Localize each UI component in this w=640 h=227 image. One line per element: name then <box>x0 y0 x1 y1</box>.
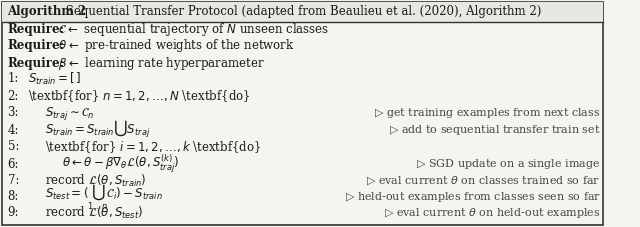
Text: $\triangleright$ SGD update on a single image: $\triangleright$ SGD update on a single … <box>417 157 601 171</box>
Text: $\triangleright$ held-out examples from classes seen so far: $\triangleright$ held-out examples from … <box>344 190 601 204</box>
Text: $\triangleright$ eval current $\theta$ on classes trained so far: $\triangleright$ eval current $\theta$ o… <box>367 175 601 187</box>
FancyBboxPatch shape <box>2 2 603 225</box>
Text: $S_{train} = [\,]$: $S_{train} = [\,]$ <box>28 71 82 87</box>
Text: 1:: 1: <box>8 72 19 86</box>
Text: $\triangleright$ get training examples from next class: $\triangleright$ get training examples f… <box>374 106 601 120</box>
Text: Require:: Require: <box>8 57 65 69</box>
Text: 7:: 7: <box>8 175 19 188</box>
Text: $\theta \leftarrow$ pre-trained weights of the network: $\theta \leftarrow$ pre-trained weights … <box>55 37 294 54</box>
Text: Sequential Transfer Protocol (adapted from Beaulieu et al. (2020), Algorithm 2): Sequential Transfer Protocol (adapted fr… <box>63 5 542 18</box>
Text: \textbf{for} $i = 1, 2, \ldots, k$ \textbf{do}: \textbf{for} $i = 1, 2, \ldots, k$ \text… <box>45 139 262 155</box>
Text: $\beta \leftarrow$ learning rate hyperparameter: $\beta \leftarrow$ learning rate hyperpa… <box>55 54 264 72</box>
Text: $\theta \leftarrow \theta - \beta \nabla_{\theta} \mathcal{L}(\theta, S^{(k)}_{t: $\theta \leftarrow \theta - \beta \nabla… <box>63 153 180 175</box>
Text: 9:: 9: <box>8 207 19 220</box>
Text: 3:: 3: <box>8 106 19 119</box>
Text: Require:: Require: <box>8 39 65 52</box>
FancyBboxPatch shape <box>2 2 603 22</box>
Text: $\triangleright$ add to sequential transfer train set: $\triangleright$ add to sequential trans… <box>389 123 601 137</box>
Text: 6:: 6: <box>8 158 19 170</box>
Text: record $\mathcal{L}(\theta, S_{train})$: record $\mathcal{L}(\theta, S_{train})$ <box>45 173 147 189</box>
Text: $\triangleright$ eval current $\theta$ on held-out examples: $\triangleright$ eval current $\theta$ o… <box>384 206 601 220</box>
Text: record $\mathcal{L}(\theta, S_{test})$: record $\mathcal{L}(\theta, S_{test})$ <box>45 205 143 221</box>
Text: Require:: Require: <box>8 22 65 35</box>
Text: $S_{traj} \sim \mathcal{C}_n$: $S_{traj} \sim \mathcal{C}_n$ <box>45 104 95 121</box>
Text: 8:: 8: <box>8 190 19 203</box>
Text: $S_{train} = S_{train} \bigcup S_{traj}$: $S_{train} = S_{train} \bigcup S_{traj}$ <box>45 119 151 141</box>
Text: $\mathcal{C} \leftarrow$ sequential trajectory of $N$ unseen classes: $\mathcal{C} \leftarrow$ sequential traj… <box>55 20 329 37</box>
Text: \textbf{for} $n = 1, 2, \ldots, N$ \textbf{do}: \textbf{for} $n = 1, 2, \ldots, N$ \text… <box>28 88 251 104</box>
Text: 4:: 4: <box>8 123 19 136</box>
Text: 5:: 5: <box>8 141 19 153</box>
Text: Algorithm 2: Algorithm 2 <box>8 5 86 18</box>
Text: 2:: 2: <box>8 89 19 103</box>
Text: $S_{test} = (\bigcup_{1 \ldots n} \mathcal{C}_i) - S_{train}$: $S_{test} = (\bigcup_{1 \ldots n} \mathc… <box>45 182 163 212</box>
